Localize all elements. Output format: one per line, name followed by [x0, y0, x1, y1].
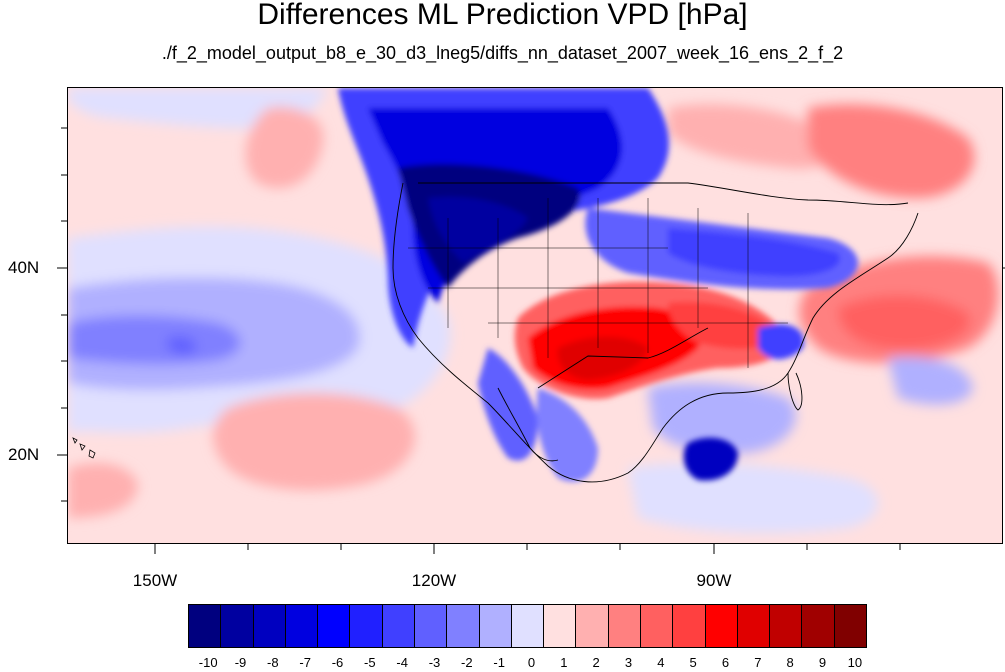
- colorbar-label: 2: [592, 655, 600, 670]
- colorbar-label: 5: [689, 655, 697, 670]
- lat-label-20n: 20N: [8, 445, 40, 464]
- colorbar-swatch: [479, 605, 512, 647]
- colorbar-label: 3: [624, 655, 633, 670]
- colorbar-swatch: [253, 605, 286, 647]
- colorbar-label: 8: [786, 655, 794, 670]
- vpd-difference-map: [67, 87, 1003, 544]
- colorbar-swatch: [511, 605, 545, 647]
- colorbar-label: 0: [527, 655, 536, 670]
- colorbar-label: -7: [299, 655, 311, 670]
- colorbar-labels: -10 -9 -8 -7 -6 -5 -4 -3 -2 -1 0 1 2 3 4 5 6 7 8 9 10: [188, 656, 867, 672]
- colorbar-swatch: [350, 605, 383, 647]
- colorbar-label: -10: [198, 655, 218, 670]
- colorbar-label: -8: [267, 655, 279, 670]
- colorbar-label: 4: [657, 655, 665, 670]
- colorbar-label: 1: [560, 655, 568, 670]
- colorbar-swatch: [447, 605, 480, 647]
- colorbar-swatch: [318, 605, 351, 647]
- colorbar-swatch: [576, 605, 609, 647]
- colorbar-swatch: [608, 605, 641, 647]
- hawaii-islands: [72, 437, 96, 459]
- lon-label-120w: 120W: [411, 571, 457, 590]
- land-anomalies: [338, 88, 858, 482]
- colorbar-label: 7: [754, 655, 762, 670]
- lat-label-40n: 40N: [8, 258, 40, 277]
- state-borders: [408, 198, 788, 368]
- lon-label-90w: 90W: [696, 571, 732, 590]
- colorbar-label: -5: [364, 655, 376, 670]
- plot-title: Differences ML Prediction VPD [hPa]: [257, 0, 748, 31]
- colorbar-swatch: [382, 605, 415, 647]
- colorbar-label: -6: [331, 655, 344, 670]
- colorbar-swatch: [544, 605, 577, 647]
- colorbar-label: -3: [428, 655, 441, 670]
- coastlines: [392, 182, 919, 483]
- colorbar-label: -2: [461, 655, 473, 670]
- colorbar-swatch: [737, 605, 771, 647]
- colorbar-swatch: [189, 605, 222, 647]
- colorbar-label: -9: [234, 655, 247, 670]
- colorbar-swatch: [770, 605, 803, 647]
- lon-label-150w: 150W: [132, 571, 178, 590]
- colorbar-swatch: [705, 605, 738, 647]
- map-svg: [68, 88, 1002, 543]
- plot-subtitle: ./f_2_model_output_b8_e_30_d3_lneg5/diff…: [161, 43, 844, 63]
- colorbar-swatch: [414, 605, 448, 647]
- colorbar-swatch: [285, 605, 319, 647]
- colorbar-label: 9: [818, 655, 827, 670]
- colorbar-swatch: [221, 605, 254, 647]
- colorbar-label: -1: [493, 655, 505, 670]
- colorbar-label: 10: [847, 655, 863, 670]
- colorbar-swatch: [640, 605, 674, 647]
- colorbar-swatch: [673, 605, 706, 647]
- colorbar-label: 6: [721, 655, 730, 670]
- colorbar-swatch: [834, 605, 866, 647]
- colorbar-swatch: [802, 605, 835, 647]
- colorbar: [188, 604, 867, 648]
- colorbar-label: -4: [396, 655, 408, 670]
